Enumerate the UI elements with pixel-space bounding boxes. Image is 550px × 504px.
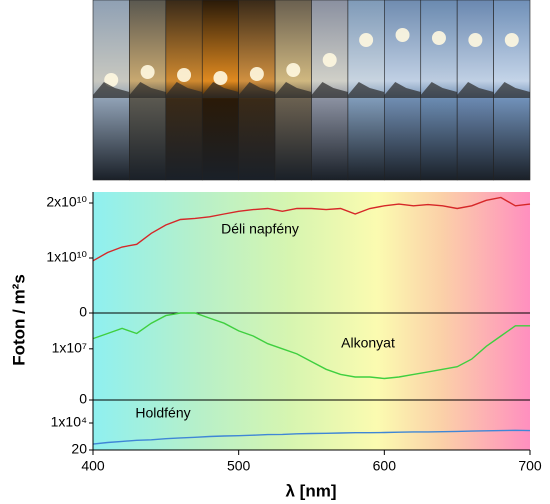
sun [177, 68, 192, 82]
spectrum-line [92, 312, 530, 380]
series-label: Alkonyat [341, 335, 395, 351]
y-tick-label: 1x10⁴ [51, 414, 87, 430]
y-axis-label: Foton / m²s [9, 274, 28, 366]
sun [213, 71, 228, 85]
y-tick-label: 2x10¹⁰ [46, 194, 87, 210]
sun [359, 33, 374, 47]
sun [104, 73, 119, 87]
mountain [493, 82, 530, 98]
mountain [93, 82, 130, 98]
mountain [347, 82, 385, 98]
sky-photo-strip [92, 0, 531, 181]
mountain [238, 82, 276, 98]
sun [504, 33, 519, 47]
y-tick-label: 0 [79, 391, 87, 407]
sun [431, 31, 446, 45]
series-label: Holdfény [135, 405, 190, 421]
sun [286, 63, 301, 77]
mountain [384, 82, 421, 98]
sun [322, 53, 337, 67]
sun [468, 33, 483, 47]
y-tick-label: 1x10⁷ [52, 340, 87, 356]
mountain [311, 82, 348, 98]
sun [140, 65, 155, 79]
sun [395, 28, 410, 42]
y-tick-label: 1x10¹⁰ [46, 249, 87, 265]
sun [249, 67, 264, 81]
mountain [420, 82, 458, 98]
x-tick-label: 500 [227, 458, 251, 474]
x-tick-label: 600 [373, 458, 397, 474]
spectrum-background [93, 192, 530, 450]
series-label: Déli napfény [221, 221, 299, 237]
mountain [457, 82, 494, 98]
mountain [275, 82, 312, 98]
mountain [202, 82, 239, 98]
y-tick-label: 0 [79, 304, 87, 320]
mountain [129, 82, 166, 98]
mountain [165, 82, 203, 98]
spectrum-line [92, 196, 531, 262]
x-tick-label: 400 [81, 458, 105, 474]
x-axis-label: λ [nm] [286, 481, 337, 500]
y-tick-label: 20 [71, 441, 87, 457]
spectrum-line [92, 429, 531, 445]
x-tick-label: 700 [518, 458, 542, 474]
